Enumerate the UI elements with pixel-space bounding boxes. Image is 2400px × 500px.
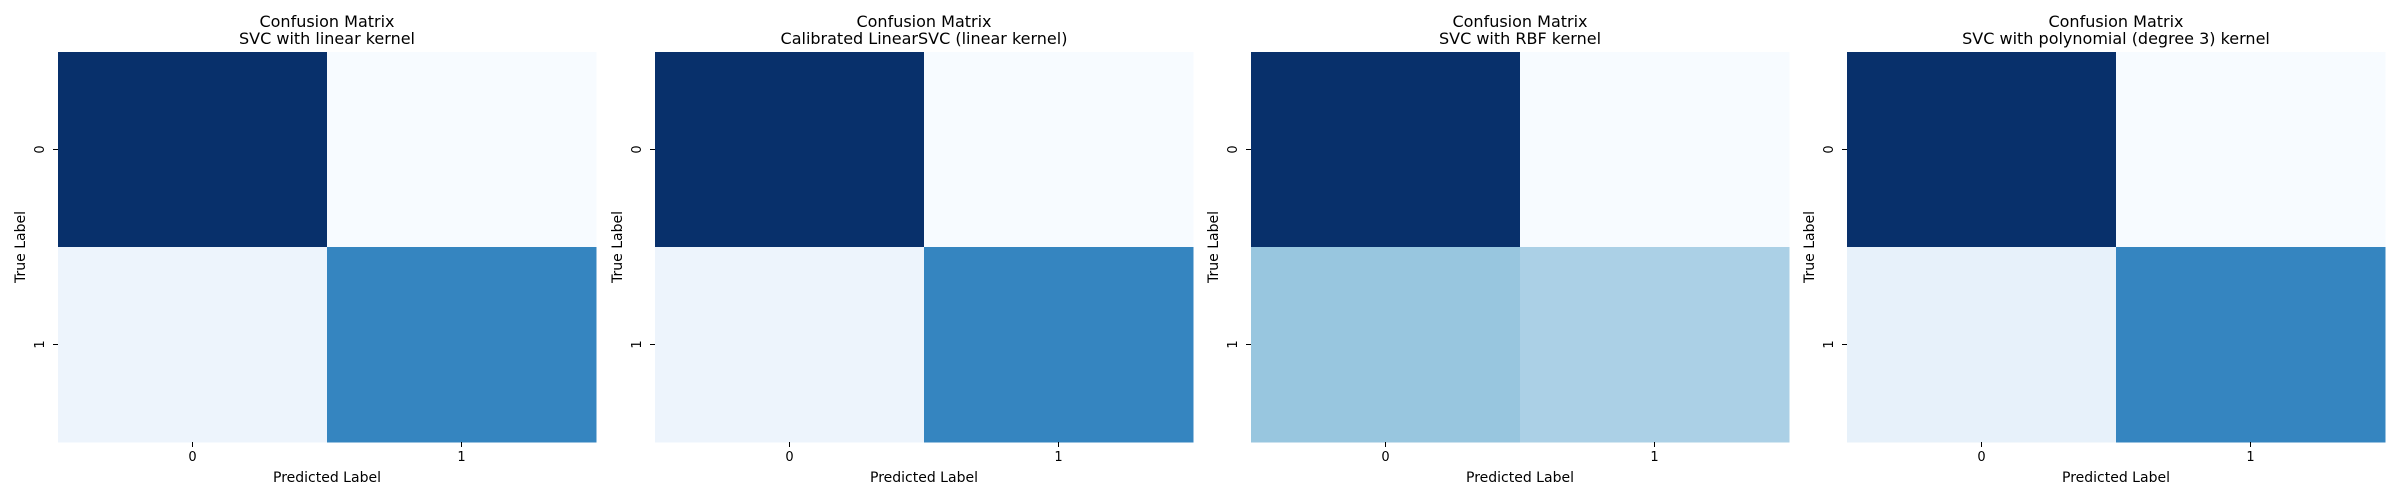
heatmap-cell-1-0 [1251,247,1521,443]
y-tick-label: 1 [630,340,645,348]
y-axis-label: True Label [610,211,626,284]
x-axis-label: Predicted Label [1466,470,1574,486]
chart-subtitle: Calibrated LinearSVC (linear kernel) [781,29,1068,48]
y-tick-label: 1 [33,340,48,348]
x-axis-label: Predicted Label [870,470,978,486]
heatmap-cell-1-0 [655,247,925,443]
heatmap-cell-0-1 [1520,52,1790,248]
chart-subtitle: SVC with RBF kernel [1439,29,1601,48]
x-tick-label: 0 [1977,450,1985,465]
x-tick-label: 1 [1054,450,1062,465]
x-tick-label: 1 [1650,450,1658,465]
heatmap-cell-1-0 [1847,247,2117,443]
heatmap-cell-1-1 [924,247,1194,443]
heatmap-cell-1-0 [58,247,328,443]
x-tick-label: 0 [785,450,793,465]
x-tick-label: 1 [2246,450,2254,465]
heatmap-cell-1-1 [1520,247,1790,443]
chart-title: Confusion Matrix [2048,12,2183,31]
x-tick-label: 1 [457,450,465,465]
x-axis-label: Predicted Label [273,470,381,486]
y-tick-label: 0 [1226,145,1241,153]
chart-title: Confusion Matrix [1452,12,1587,31]
chart-title: Confusion Matrix [259,12,394,31]
heatmap-cell-0-1 [924,52,1194,248]
heatmap-cell-1-1 [2116,247,2386,443]
heatmap-cell-0-0 [1251,52,1521,248]
chart-subtitle: SVC with linear kernel [239,29,415,48]
chart-title: Confusion Matrix [856,12,991,31]
y-axis-label: True Label [1802,211,1818,284]
y-axis-label: True Label [13,211,29,284]
y-tick-label: 1 [1822,340,1837,348]
x-tick-label: 0 [1381,450,1389,465]
heatmap-cell-0-0 [58,52,328,248]
chart-subtitle: SVC with polynomial (degree 3) kernel [1962,29,2270,48]
heatmap-cell-1-1 [327,247,597,443]
x-tick-label: 0 [188,450,196,465]
y-tick-label: 0 [33,145,48,153]
heatmap-cell-0-0 [1847,52,2117,248]
y-tick-label: 0 [630,145,645,153]
y-axis-label: True Label [1206,211,1222,284]
x-axis-label: Predicted Label [2062,470,2170,486]
heatmap-cell-0-1 [327,52,597,248]
heatmap-cell-0-0 [655,52,925,248]
y-tick-label: 0 [1822,145,1837,153]
y-tick-label: 1 [1226,340,1241,348]
heatmap-cell-0-1 [2116,52,2386,248]
